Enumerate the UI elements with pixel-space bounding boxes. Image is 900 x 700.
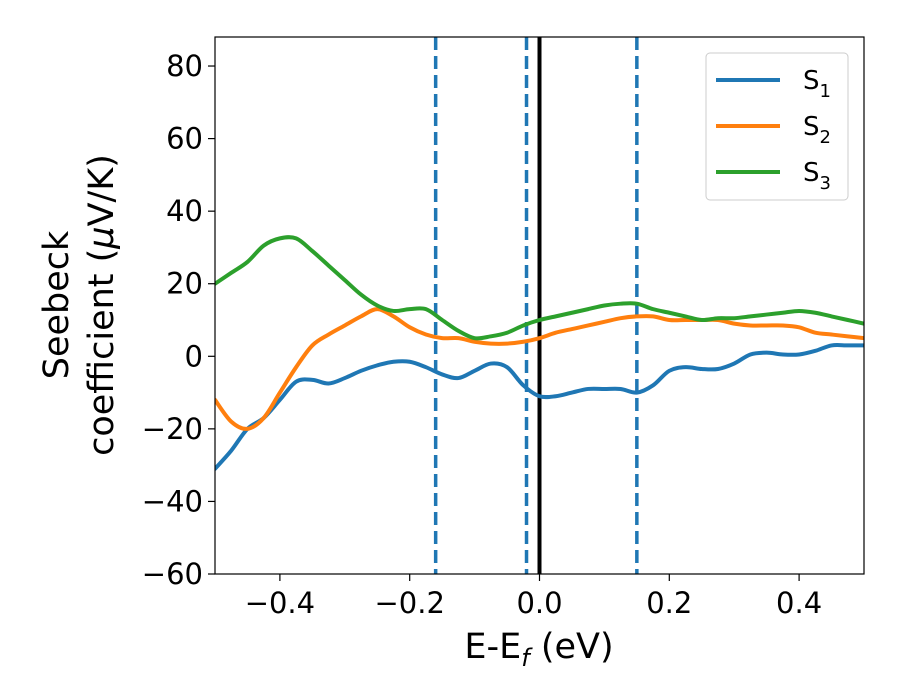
x-tick-label: 0.4 [776, 586, 822, 620]
x-axis-title: E-Ef (eV) [464, 627, 613, 672]
y-tick-label: 20 [166, 267, 203, 301]
x-axis: −0.4 −0.2 0.0 0.2 0.4 [245, 574, 822, 620]
y-axis-title-line1: Seebeck [37, 230, 77, 379]
y-tick-label: −20 [142, 412, 203, 446]
y-axis: −60 −40 −20 0 20 40 60 80 [142, 49, 215, 591]
x-tick-label: 0.0 [516, 586, 562, 620]
y-tick-label: 60 [166, 122, 203, 156]
y-tick-label: 40 [166, 194, 203, 228]
series-line-s3 [215, 235, 864, 341]
x-tick-label: 0.2 [646, 586, 692, 620]
y-tick-label: −60 [142, 557, 203, 591]
legend: S1 S2 S3 [705, 52, 849, 201]
legend-label: S3 [803, 158, 831, 194]
series-lines [215, 235, 864, 471]
x-tick-label: −0.4 [245, 586, 315, 620]
y-tick-label: 0 [185, 339, 203, 373]
legend-item-s3: S3 [716, 158, 831, 194]
series-line-s2 [215, 307, 864, 431]
legend-item-s1: S1 [716, 66, 831, 102]
y-axis-title: Seebeck coefficient (μV/K) [37, 154, 122, 456]
y-tick-label: 80 [166, 49, 203, 83]
legend-label: S1 [803, 66, 831, 102]
legend-item-s2: S2 [716, 112, 831, 148]
x-tick-label: −0.2 [374, 586, 444, 620]
y-axis-title-line2: coefficient (μV/K) [82, 154, 122, 456]
y-tick-label: −40 [142, 484, 203, 518]
series-line-s1 [215, 343, 864, 471]
legend-label: S2 [803, 112, 831, 148]
